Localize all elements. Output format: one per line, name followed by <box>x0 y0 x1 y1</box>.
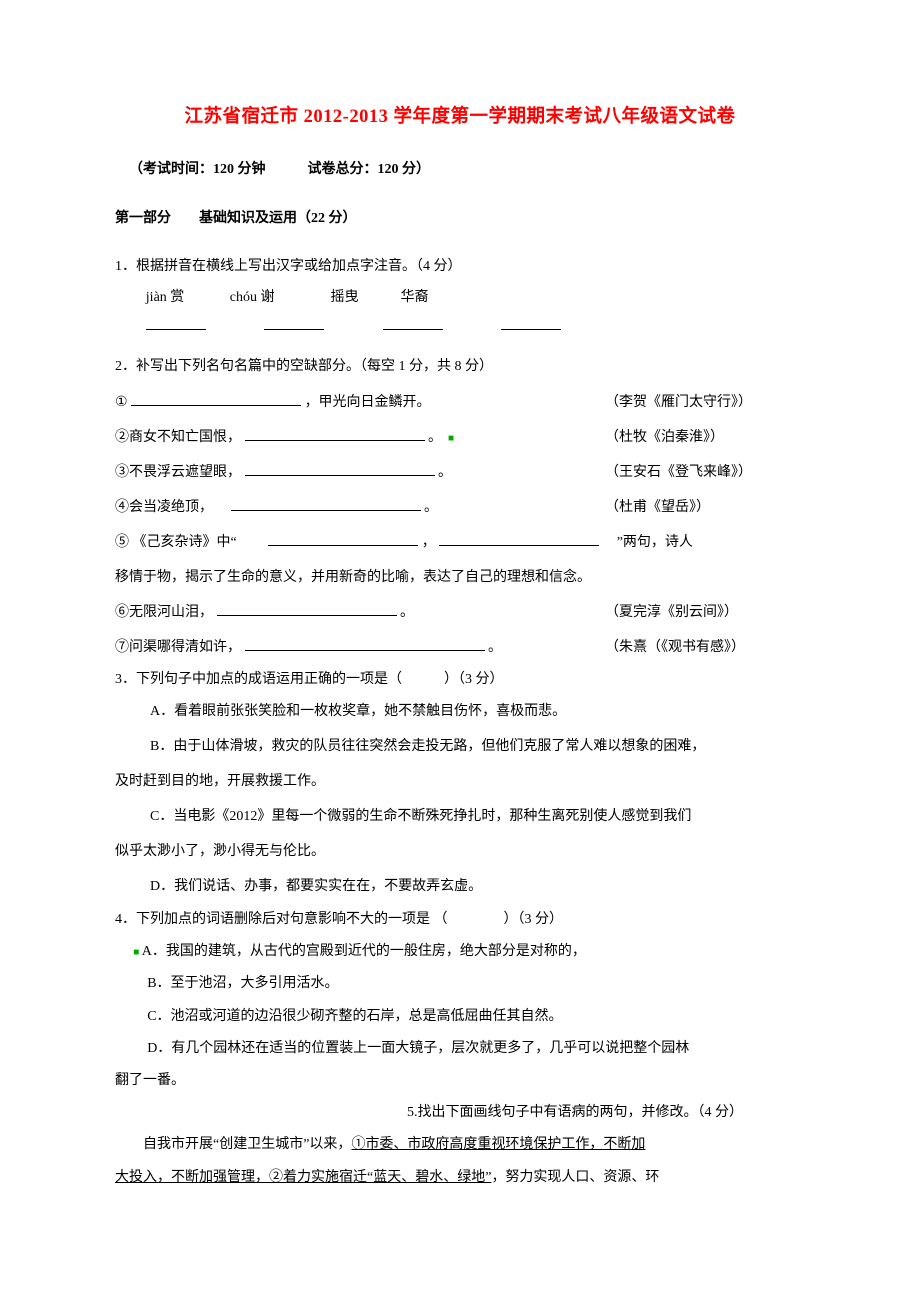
q2-5-prefix: ⑤ 《己亥杂诗》中“ <box>115 535 265 550</box>
q2-text: 2．补写出下列名句名篇中的空缺部分。（每空 1 分，共 8 分） <box>115 354 805 381</box>
q5-title: 5.找出下面画线句子中有语病的两句，并修改。（4 分） <box>115 1097 805 1129</box>
section-header: 第一部分 基础知识及运用（22 分） <box>115 206 805 233</box>
q5-u1b: 大投入，不断加强管理， <box>115 1170 269 1185</box>
q2-item-5-line1: ⑤ 《己亥杂诗》中“ ， ”两句，诗人 <box>115 525 805 560</box>
q2-1-suffix: ，甲光向日金鳞开。 <box>305 395 431 410</box>
q2-2-source: （杜牧《泊秦淮》） <box>605 420 805 455</box>
q4-opt-d1: D．有几个园林还在适当的位置装上一面大镜子，层次就更多了，几乎可以说把整个园林 <box>115 1033 805 1065</box>
q2-item-1: ① ，甲光向日金鳞开。 （李贺《雁门太守行》） <box>115 385 805 420</box>
q3-text: 3．下列句子中加点的成语运用正确的一项是（ ）（3 分） <box>115 665 805 694</box>
q4-opt-d2: 翻了一番。 <box>115 1065 805 1097</box>
q2-5-mid: ， <box>422 535 436 550</box>
q2-item-4: ④会当凌绝顶， 。 （杜甫《望岳》） <box>115 490 805 525</box>
q4-opt-b: B．至于池沼，大多引用活水。 <box>115 968 805 1000</box>
q3-opt-b2: 及时赶到目的地，开展救援工作。 <box>115 764 805 799</box>
q2-7-suffix: 。 <box>488 640 502 655</box>
q4-text: 4．下列加点的词语删除后对句意影响不大的一项是 （ ）（3 分） <box>115 904 805 936</box>
q2-6-prefix: ⑥无限河山泪， <box>115 605 213 620</box>
q2-2-suffix: 。 <box>428 430 442 445</box>
exam-subtitle: （考试时间：120 分钟 试卷总分：120 分） <box>115 157 805 184</box>
q2-item-6: ⑥无限河山泪， 。 （夏完淳《别云间》） <box>115 595 805 630</box>
q3-opt-d: D．我们说话、办事，都要实实在在，不要故弄玄虚。 <box>115 869 805 904</box>
q2-item-7: ⑦问渠哪得清如许， 。 （朱熹（《观书有感》） <box>115 630 805 665</box>
q5-para1: 自我市开展“创建卫生城市”以来，①市委、市政府高度重视环境保护工作，不断加 <box>115 1129 805 1161</box>
q2-3-prefix: ③不畏浮云遮望眼， <box>115 465 241 480</box>
exam-title: 江苏省宿迁市 2012-2013 学年度第一学期期末考试八年级语文试卷 <box>115 100 805 135</box>
q2-3-source: （王安石《登飞来峰》） <box>605 455 805 490</box>
q3-opt-a: A．看着眼前张张笑脸和一枚枚奖章，她不禁触目伤怀，喜极而悲。 <box>115 694 805 729</box>
q2-4-source: （杜甫《望岳》） <box>605 490 805 525</box>
q2-1-source: （李贺《雁门太守行》） <box>605 385 805 420</box>
q2-item-2: ②商女不知亡国恨， 。 ■ （杜牧《泊秦淮》） <box>115 420 805 455</box>
q2-5-suffix: ”两句，诗人 <box>603 535 693 550</box>
q2-3-suffix: 。 <box>438 465 452 480</box>
q4-opt-a: ■ A．我国的建筑，从古代的宫殿到近代的一般住房，绝大部分是对称的， <box>115 936 805 968</box>
q2-4-prefix: ④会当凌绝顶， <box>115 500 227 515</box>
q2-item-3: ③不畏浮云遮望眼， 。 （王安石《登飞来峰》） <box>115 455 805 490</box>
q2-1-prefix: ① <box>115 395 131 410</box>
q2-7-source: （朱熹（《观书有感》） <box>605 630 805 665</box>
q3-opt-b1: B．由于山体滑坡，救灾的队员往往突然会走投无路，但他们克服了常人难以想象的困难， <box>115 729 805 764</box>
q1-text: 1．根据拼音在横线上写出汉字或给加点字注音。（4 分） <box>115 254 805 281</box>
q5-para2: 大投入，不断加强管理，②着力实施宿迁“蓝天、碧水、绿地”，努力实现人口、资源、环 <box>115 1162 805 1194</box>
q5-p1a: 自我市开展“创建卫生城市”以来， <box>115 1137 351 1152</box>
q5-u1: ①市委、市政府高度重视环境保护工作，不断加 <box>351 1137 645 1152</box>
q1-pinyin: jiàn 赏 chóu 谢 摇曳 华裔 <box>115 285 805 312</box>
q4-opt-c: C．池沼或河道的边沿很少砌齐整的石岸，总是高低屈曲任其自然。 <box>115 1001 805 1033</box>
q2-6-suffix: 。 <box>400 605 414 620</box>
green-dot-icon: ■ <box>133 947 142 958</box>
green-dot-icon: ■ <box>446 433 455 444</box>
q5-u2: ②着力实施宿迁“蓝天、碧水、绿地” <box>269 1170 491 1185</box>
q1-blanks <box>115 314 805 341</box>
q3-opt-c2: 似乎太渺小了，渺小得无与伦比。 <box>115 834 805 869</box>
q2-2-prefix: ②商女不知亡国恨， <box>115 430 241 445</box>
q2-4-suffix: 。 <box>424 500 438 515</box>
q2-item-5-line2: 移情于物，揭示了生命的意义，并用新奇的比喻，表达了自己的理想和信念。 <box>115 560 805 595</box>
q5-p2b: ，努力实现人口、资源、环 <box>491 1170 659 1185</box>
q3-opt-c1: C．当电影《2012》里每一个微弱的生命不断殊死挣扎时，那种生离死别使人感觉到我… <box>115 799 805 834</box>
q2-7-prefix: ⑦问渠哪得清如许， <box>115 640 241 655</box>
q2-6-source: （夏完淳《别云间》） <box>605 595 805 630</box>
